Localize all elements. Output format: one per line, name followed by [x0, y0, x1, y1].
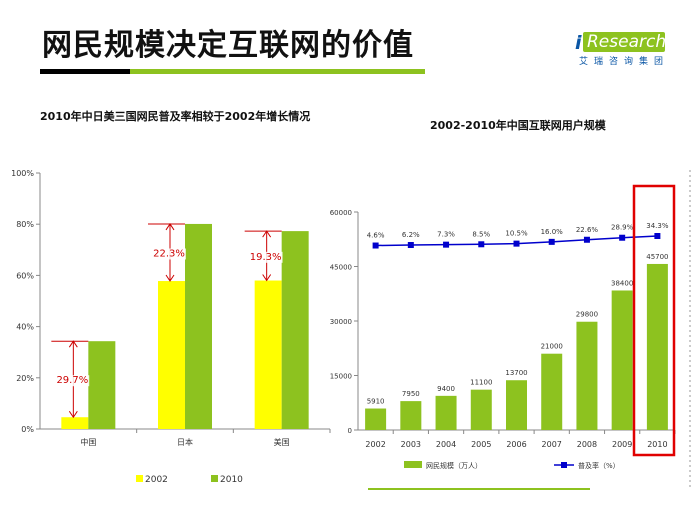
- chart1-growth-arrowhead-top: [68, 340, 78, 348]
- chart1-y-tick-label: 40%: [16, 323, 34, 332]
- chart1-growth-label: 29.7%: [56, 375, 88, 386]
- chart2-x-tick-label: 2005: [471, 440, 491, 449]
- chart1-growth-arrowhead-top: [165, 223, 175, 231]
- chart2-bar: [611, 290, 633, 430]
- chart2-bar-label: 11100: [470, 379, 492, 387]
- iresearch-logo: i Research 艾瑞咨询集团: [575, 30, 675, 70]
- chart2-line-marker: [548, 238, 555, 245]
- chart1-legend-swatch: [136, 475, 143, 482]
- chart2-line-label: 7.3%: [437, 231, 455, 239]
- chart2-bar: [400, 401, 422, 430]
- chart2-x-tick-label: 2002: [365, 440, 385, 449]
- chart2-line-label: 34.3%: [646, 222, 669, 230]
- chart2-bar: [365, 408, 387, 430]
- chart1-bar-2002: [254, 280, 282, 429]
- chart2-line-marker: [513, 240, 520, 247]
- chart2-line-label: 28.9%: [611, 224, 634, 232]
- chart1-legend-label: 2010: [220, 475, 243, 485]
- chart1-title: 2010年中日美三国网民普及率相较于2002年增长情况: [40, 110, 311, 123]
- chart1-x-tick-label: 中国: [80, 437, 96, 447]
- chart1-growth-label: 19.3%: [250, 252, 282, 263]
- chart2-legend-label-bar: 网民规模（万人）: [426, 461, 482, 470]
- chart2-bar-label: 5910: [367, 398, 385, 406]
- chart1-bar-2010: [185, 223, 212, 429]
- chart1-growth-label-bg: [152, 248, 186, 260]
- logo-box: [583, 32, 665, 52]
- chart2-line-label: 8.5%: [472, 230, 490, 238]
- chart1-legend-swatch: [211, 475, 218, 482]
- chart2-y-tick-label: 45000: [330, 264, 352, 272]
- chart1-y-tick-label: 80%: [16, 220, 34, 229]
- chart1-x-tick-label: 美国: [274, 437, 290, 447]
- chart2-bar-label: 9400: [437, 385, 455, 393]
- chart2-x-tick-label: 2008: [577, 440, 597, 449]
- chart2-x-tick-label: 2007: [542, 440, 562, 449]
- chart2-x-tick-label: 2009: [612, 440, 632, 449]
- chart2-line-marker: [443, 241, 450, 248]
- chart2-bar-label: 7950: [402, 390, 420, 398]
- chart1-growth-label-bg: [55, 375, 90, 387]
- chart1-legend-label: 2002: [145, 475, 168, 485]
- chart1-growth-label-bg: [248, 251, 283, 263]
- chart1-bar-2002: [61, 417, 89, 429]
- chart1-y-tick-label: 100%: [11, 169, 34, 178]
- chart2-y-tick-label: 30000: [330, 318, 352, 326]
- chart2-x-tick-label: 2010: [647, 440, 667, 449]
- title-underline-dark: [40, 69, 130, 74]
- chart2-line-marker: [619, 234, 626, 241]
- chart1-y-tick-label: 60%: [16, 271, 34, 280]
- logo-i: i: [575, 32, 582, 54]
- chart2-legend-label-line: 普及率（%）: [578, 461, 620, 470]
- chart2-bar: [541, 353, 563, 430]
- chart2-bar-label: 29800: [576, 311, 598, 319]
- chart1-growth-label: 22.3%: [153, 248, 185, 259]
- chart2-bar: [435, 395, 457, 430]
- chart2-title: 2002-2010年中国互联网用户规模: [430, 119, 606, 132]
- chart2-x-tick-label: 2003: [401, 440, 421, 449]
- chart2-y-tick-label: 0: [348, 427, 352, 435]
- chart1-x-tick-label: 日本: [177, 437, 193, 447]
- chart2-line-marker: [372, 242, 379, 249]
- title-underline-green: [130, 69, 425, 74]
- chart2-bar-label: 45700: [646, 253, 668, 261]
- chart2-highlight-2010: [632, 184, 676, 457]
- chart1-growth-arrowhead-bottom: [165, 274, 175, 282]
- chart2-line-marker: [407, 242, 414, 249]
- logo-word: Research: [587, 32, 667, 52]
- chart1-growth-arrowhead-bottom: [68, 410, 78, 419]
- chart1-growth-arrowhead-bottom: [262, 274, 272, 282]
- chart1-growth-arrowhead-top: [262, 230, 272, 238]
- logo-subtitle: 艾瑞咨询集团: [579, 57, 670, 67]
- chart2-bar: [576, 321, 598, 430]
- chart2-line-label: 10.5%: [505, 230, 528, 238]
- chart2-legend-swatch-bar: [404, 461, 422, 468]
- chart2-y-tick-label: 60000: [330, 209, 352, 217]
- chart1-bar-2010: [88, 341, 116, 429]
- chart2-y-tick-label: 15000: [330, 373, 352, 381]
- chart2-line-label: 4.6%: [367, 232, 385, 240]
- chart2-bar: [506, 380, 527, 430]
- chart2-x-tick-label: 2004: [436, 440, 456, 449]
- slide-title: 网民规模决定互联网的价值: [42, 28, 414, 63]
- chart2-legend-marker: [561, 462, 567, 468]
- chart2-bar-label: 38400: [611, 279, 633, 287]
- chart2-bar-label: 21000: [541, 343, 563, 351]
- chart1-bar-2002: [158, 281, 185, 429]
- chart2-bar-label: 13700: [505, 369, 527, 377]
- chart2-line-marker: [583, 236, 590, 243]
- chart1-bar-2010: [281, 231, 309, 429]
- chart2-bar: [470, 389, 492, 430]
- chart1-y-tick-label: 0%: [21, 425, 34, 434]
- chart2-line-label: 6.2%: [402, 231, 420, 239]
- chart2-line-label: 22.6%: [576, 226, 599, 234]
- chart2-x-tick-label: 2006: [506, 440, 526, 449]
- chart2-line-marker: [478, 241, 485, 248]
- chart2-line-label: 16.0%: [541, 228, 564, 236]
- chart1-y-tick-label: 20%: [16, 374, 34, 383]
- chart2-bar: [646, 263, 668, 430]
- chart2-line-marker: [654, 233, 661, 239]
